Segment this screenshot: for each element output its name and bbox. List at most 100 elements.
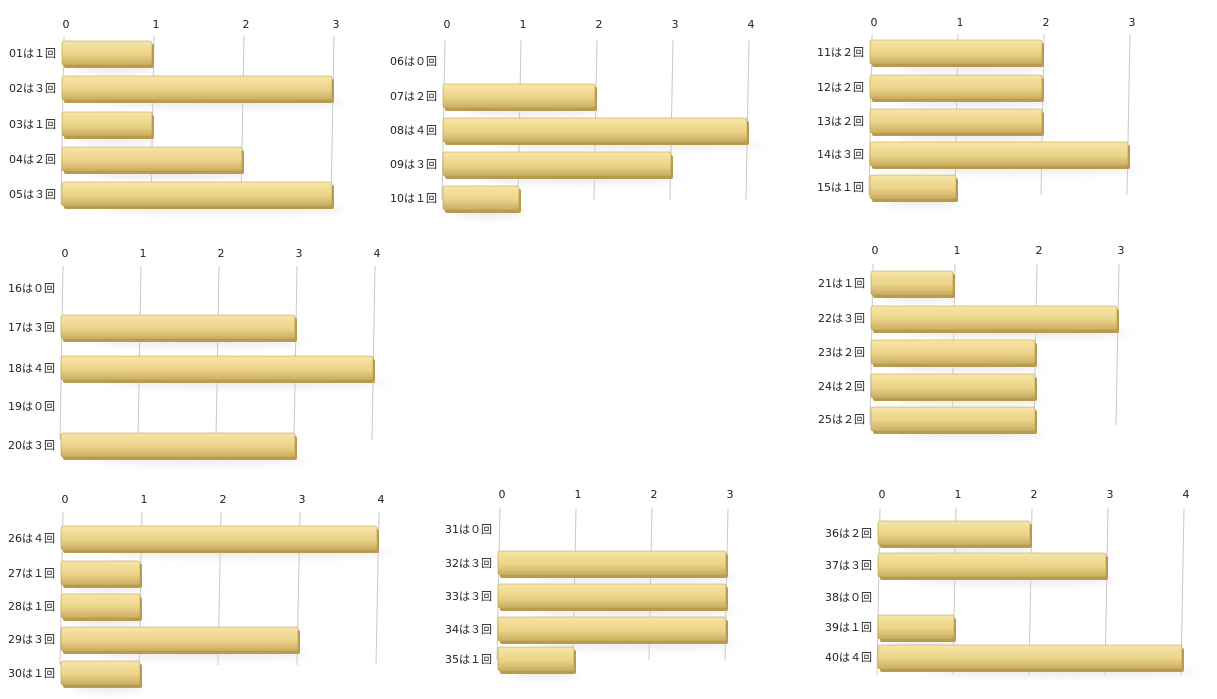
gridline xyxy=(745,39,750,201)
category-label: 15は１回 xyxy=(817,181,864,194)
category-label: 08は４回 xyxy=(390,124,437,137)
bar xyxy=(442,83,596,109)
category-label: 22は３回 xyxy=(818,312,865,325)
x-tick-label: 2 xyxy=(243,18,250,31)
bar xyxy=(877,552,1107,578)
x-tick-label: 0 xyxy=(879,488,886,501)
category-label: 11は２回 xyxy=(817,46,864,59)
category-label: 25は２回 xyxy=(818,413,865,426)
category-label: 17は３回 xyxy=(8,321,55,334)
x-tick-label: 2 xyxy=(220,493,227,506)
x-tick-label: 1 xyxy=(955,488,962,501)
bar xyxy=(497,616,727,642)
bar xyxy=(869,74,1043,100)
bar xyxy=(60,314,296,340)
x-tick-label: 4 xyxy=(378,493,385,506)
x-tick-label: 3 xyxy=(1118,244,1125,257)
category-label: 29は３回 xyxy=(8,633,55,646)
category-label: 37は３回 xyxy=(825,559,872,572)
x-tick-label: 1 xyxy=(520,18,527,31)
bar xyxy=(61,181,333,207)
x-tick-label: 0 xyxy=(62,247,69,260)
category-label: 16は０回 xyxy=(8,282,55,295)
bar-chart-8: 0 1 2 3 4 36は２回 37は３回 38は０回 39は１回 40は４回 xyxy=(825,488,1198,676)
x-tick-label: 4 xyxy=(748,18,755,31)
bar xyxy=(870,270,954,296)
category-label: 27は１回 xyxy=(8,567,55,580)
x-tick-label: 0 xyxy=(444,18,451,31)
x-tick-label: 0 xyxy=(62,493,69,506)
x-tick-label: 2 xyxy=(596,18,603,31)
x-tick-label: 1 xyxy=(957,16,964,29)
category-label: 18は４回 xyxy=(8,362,55,375)
category-label: 04は２回 xyxy=(9,153,56,166)
x-tick-label: 3 xyxy=(727,488,734,501)
category-label: 13は２回 xyxy=(817,115,864,128)
gridline xyxy=(240,35,245,206)
x-tick-label: 3 xyxy=(296,247,303,260)
bar-chart-5: 0 1 2 3 21は１回 22は３回 23は２回 24は２回 25は２回 xyxy=(818,244,1130,438)
category-label: 28は１回 xyxy=(8,600,55,613)
x-tick-label: 2 xyxy=(1036,244,1043,257)
category-label: 38は０回 xyxy=(825,591,872,604)
category-label: 12は２回 xyxy=(817,81,864,94)
x-tick-label: 3 xyxy=(333,18,340,31)
gridline xyxy=(496,507,501,661)
gridline xyxy=(215,265,220,441)
x-tick-label: 1 xyxy=(140,247,147,260)
category-label: 19は０回 xyxy=(8,400,55,413)
bar xyxy=(61,146,243,172)
x-tick-label: 0 xyxy=(872,244,879,257)
bar-chart-7: 0 1 2 3 31は０回 32は３回 33は３回 34は３回 35は１回 xyxy=(445,488,738,678)
category-label: 21は１回 xyxy=(818,277,865,290)
bar xyxy=(870,339,1036,365)
category-label: 35は１回 xyxy=(445,653,492,666)
bar xyxy=(61,75,333,101)
bar xyxy=(60,593,141,619)
category-label: 20は３回 xyxy=(8,439,55,452)
category-label: 31は０回 xyxy=(445,523,492,536)
category-label: 09は３回 xyxy=(390,158,437,171)
bar xyxy=(497,583,727,609)
category-label: 07は２回 xyxy=(390,90,437,103)
bar xyxy=(497,646,575,672)
x-tick-label: 4 xyxy=(374,247,381,260)
category-label: 10は１回 xyxy=(390,192,437,205)
x-tick-label: 3 xyxy=(1107,488,1114,501)
x-tick-label: 2 xyxy=(218,247,225,260)
bar xyxy=(442,185,520,211)
gridline xyxy=(1115,263,1120,426)
x-tick-label: 2 xyxy=(1031,488,1038,501)
gridline xyxy=(330,35,335,206)
category-label: 33は３回 xyxy=(445,590,492,603)
bar xyxy=(61,40,153,66)
gridline xyxy=(371,265,376,441)
category-label: 26は４回 xyxy=(8,532,55,545)
category-label: 36は２回 xyxy=(825,527,872,540)
category-label: 01は１回 xyxy=(9,47,56,60)
bar xyxy=(497,550,727,576)
category-label: 34は３回 xyxy=(445,623,492,636)
category-label: 06は０回 xyxy=(390,55,437,68)
x-tick-label: 2 xyxy=(651,488,658,501)
bar xyxy=(442,117,748,143)
category-label: 32は３回 xyxy=(445,557,492,570)
category-label: 23は２回 xyxy=(818,346,865,359)
gridline xyxy=(293,265,298,441)
x-tick-label: 3 xyxy=(1129,16,1136,29)
bar xyxy=(877,644,1183,670)
category-label: 02は３回 xyxy=(9,82,56,95)
bar-chart-3: 0 1 2 3 11は２回 12は２回 13は２回 14は３回 15は１回 xyxy=(817,16,1141,206)
x-tick-label: 1 xyxy=(575,488,582,501)
gridline xyxy=(137,265,142,441)
bar xyxy=(60,525,378,551)
bar xyxy=(60,626,299,652)
x-tick-label: 0 xyxy=(63,18,70,31)
x-tick-label: 3 xyxy=(672,18,679,31)
category-label: 40は４回 xyxy=(825,651,872,664)
bar xyxy=(870,406,1036,432)
x-tick-label: 1 xyxy=(153,18,160,31)
category-label: 24は２回 xyxy=(818,380,865,393)
category-label: 39は１回 xyxy=(825,621,872,634)
